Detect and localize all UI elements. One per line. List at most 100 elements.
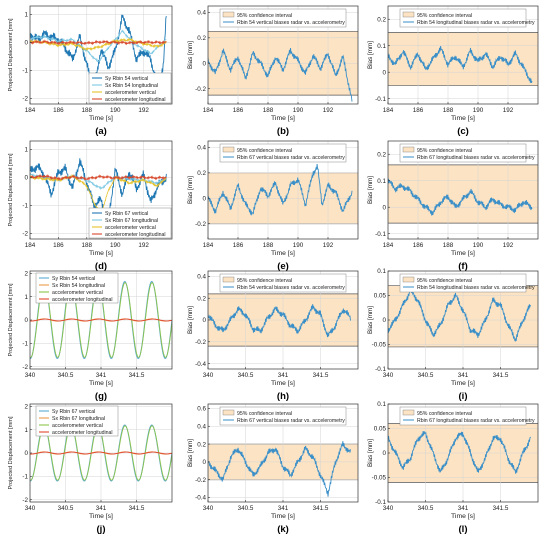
y-tick-label: 0 <box>24 317 28 324</box>
plot-content <box>388 141 538 239</box>
series-line-3 <box>30 451 172 455</box>
panel-c: 184 186 188 190 192 -0.1 0 0.1 0.2 Time [s] Bias [… <box>367 5 539 137</box>
x-tick-label: 340 <box>383 505 394 512</box>
legend-label: accelerometer longitudinal <box>52 430 113 436</box>
panel-f: 184 186 188 190 192 -0.1 0 0.1 0.2 Time [s] Bias [… <box>367 140 539 272</box>
confidence-band <box>388 32 538 86</box>
legend-label: 95% confidence interval <box>237 148 292 154</box>
x-tick-label: 340 <box>203 372 214 379</box>
legend-label: accelerometer vertical <box>105 225 156 231</box>
legend-label: Rbin 67 vertical biases radar vs. accele… <box>237 418 345 424</box>
y-tick-label: 0.2 <box>197 295 206 302</box>
y-tick-label: 0 <box>202 317 206 324</box>
y-axis-label: Projected Displacement [mm] <box>8 18 14 92</box>
y-tick-label: 0.1 <box>377 43 386 50</box>
x-tick-label: 192 <box>138 242 149 249</box>
plot-content <box>388 271 538 369</box>
x-tick-label: 340.5 <box>238 372 254 379</box>
y-tick-label: 0 <box>202 60 206 67</box>
legend-label: Rbin 67 longitudinal biases radar vs. ac… <box>417 155 535 161</box>
legend-label: accelerometer vertical <box>52 290 103 296</box>
panel-a: 184 186 188 190 192 -2 -1 0 1 Time [s] Projected D… <box>8 5 173 137</box>
legend-label: 95% confidence interval <box>417 148 472 154</box>
x-tick-label: 341.5 <box>129 372 145 379</box>
y-axis-label: Bias [mm] <box>367 439 374 467</box>
panel-label: (f) <box>458 261 468 272</box>
legend-label: Sy Rbin 67 vertical <box>52 409 95 415</box>
legend-swatch-ci <box>402 409 415 416</box>
series-line-3 <box>30 39 167 46</box>
series-line-0 <box>208 163 353 216</box>
y-axis-label: Bias [mm] <box>367 176 374 204</box>
legend-box <box>35 405 119 437</box>
y-tick-label: -0.05 <box>372 475 387 482</box>
x-tick-label: 341 <box>96 372 107 379</box>
y-tick-label: 1 <box>24 294 28 301</box>
y-tick-label: 0 <box>382 317 386 324</box>
x-tick-label: 188 <box>263 242 274 249</box>
x-axis-label: Time [s] <box>271 115 295 122</box>
x-tick-label: 192 <box>138 107 149 114</box>
x-axis-label: Time [s] <box>451 380 475 387</box>
legend-label: 95% confidence interval <box>237 411 292 417</box>
panel-k: 340 340.5 341 341.5 -0.4 -0.2 0 0.2 0.4 0.6 Time [… <box>187 403 359 535</box>
y-tick-label: -2 <box>22 364 28 371</box>
y-axis-label: Bias [mm] <box>187 176 194 204</box>
legend-label: Rbin 54 vertical biases radar vs. accele… <box>237 20 345 26</box>
y-tick-label: -0.2 <box>195 221 206 228</box>
series-line-0 <box>388 178 533 216</box>
x-tick-label: 188 <box>82 242 93 249</box>
x-tick-label: 341.5 <box>493 505 509 512</box>
x-tick-label: 186 <box>413 107 424 114</box>
legend-swatch-ci <box>222 276 235 283</box>
legend-label: Rbin 54 longitudinal biases radar vs. ac… <box>417 285 535 291</box>
series-line-0 <box>388 431 531 474</box>
legend-label: Sx Rbin 67 longitudinal <box>52 416 105 422</box>
x-tick-label: 188 <box>443 242 454 249</box>
y-tick-label: 0.2 <box>377 151 386 158</box>
y-tick-label: 0 <box>382 450 386 457</box>
y-tick-label: 0.4 <box>197 10 206 17</box>
axes-frame <box>207 140 359 240</box>
y-tick-label: -1 <box>22 68 28 75</box>
x-axis-label: Time [s] <box>271 250 295 257</box>
legend-label: 95% confidence interval <box>417 411 472 417</box>
axes-frame <box>29 5 173 105</box>
legend-label: Rbin 54 vertical biases radar vs. accele… <box>237 285 345 291</box>
x-tick-label: 341.5 <box>493 372 509 379</box>
x-tick-label: 341.5 <box>129 505 145 512</box>
plot-content <box>30 6 172 104</box>
y-tick-label: 0 <box>382 204 386 211</box>
y-tick-label: -0.05 <box>372 342 387 349</box>
x-tick-label: 340.5 <box>58 505 74 512</box>
x-tick-label: 188 <box>263 107 274 114</box>
legend-label: Sy Rbin 54 vertical <box>105 76 148 82</box>
panel-i: 340 340.5 341 341.5 -0.1 -0.05 0 0.05 0.1 Time [s… <box>367 268 539 402</box>
x-tick-label: 190 <box>473 107 484 114</box>
y-tick-label: -0.1 <box>375 499 386 506</box>
y-tick-label: -0.1 <box>375 366 386 373</box>
x-tick-label: 341 <box>96 505 107 512</box>
legend-swatch-ci <box>402 276 415 283</box>
y-tick-label: 1 <box>24 147 28 154</box>
panel-label: (i) <box>459 391 468 402</box>
legend-label: accelerometer longitudinal <box>105 97 166 103</box>
x-axis-label: Time [s] <box>271 380 295 387</box>
y-tick-label: 0.6 <box>197 406 206 413</box>
legend-swatch-ci <box>222 409 235 416</box>
y-tick-label: 0.05 <box>374 293 387 300</box>
y-tick-label: -1 <box>22 203 28 210</box>
y-tick-label: 0.4 <box>197 423 206 430</box>
panel-label: (c) <box>457 126 469 137</box>
x-tick-label: 340 <box>383 372 394 379</box>
plot-content <box>208 6 358 104</box>
x-axis-label: Time [s] <box>89 115 113 122</box>
y-tick-label: 2 <box>24 404 28 411</box>
x-tick-label: 341.5 <box>313 505 329 512</box>
x-axis-label: Time [s] <box>451 513 475 520</box>
legend-label: Sx Rbin 67 longitudinal <box>105 218 158 224</box>
x-tick-label: 184 <box>383 242 394 249</box>
